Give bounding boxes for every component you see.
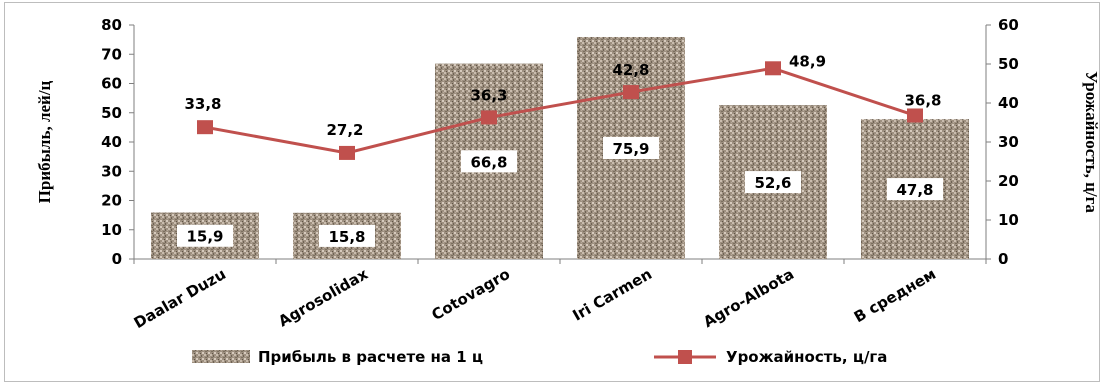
bar-data-label: 47,8 (896, 181, 933, 199)
left-tick-label: 0 (112, 250, 122, 268)
category-label: В среднем (851, 265, 939, 326)
category-label: Iri Carmen (569, 265, 655, 325)
left-tick-label: 20 (101, 192, 122, 210)
line-marker (765, 61, 781, 76)
legend: Прибыль в расчете на 1 ц Урожайность, ц/… (192, 348, 887, 366)
left-tick-label: 60 (101, 75, 122, 93)
line-data-label: 48,9 (789, 52, 826, 70)
bar-label-box (177, 224, 233, 247)
line-marker (907, 108, 923, 123)
line-data-label: 33,8 (184, 95, 221, 113)
right-axis-title: Урожайность, ц/га (1082, 71, 1101, 213)
legend-bar-label: Прибыль в расчете на 1 ц (258, 348, 483, 366)
left-tick-label: 50 (101, 104, 122, 122)
category-label: Cotovagro (429, 265, 513, 324)
left-tick-label: 40 (101, 133, 122, 151)
left-tick-label: 80 (101, 16, 122, 34)
left-axis-title: Прибыль, лей/ц (35, 80, 54, 203)
right-tick-label: 10 (998, 211, 1019, 229)
legend-line-label: Урожайность, ц/га (726, 348, 887, 366)
category-label: Daalar Duzu (131, 265, 229, 332)
bar-data-label: 15,9 (186, 228, 223, 246)
category-label: Agro-Albota (700, 265, 797, 331)
line-data-label: 36,3 (470, 86, 507, 104)
right-tick-label: 0 (998, 250, 1008, 268)
bar-label-box (603, 136, 659, 159)
legend-bar-swatch (192, 350, 250, 363)
bar-data-label: 75,9 (612, 140, 649, 158)
bar-label-box (745, 171, 801, 194)
line-marker (197, 120, 213, 135)
bar-label-box (461, 150, 517, 173)
right-tick-label: 50 (998, 55, 1019, 73)
right-tick-label: 20 (998, 172, 1019, 190)
right-tick-label: 60 (998, 16, 1019, 34)
bar-data-label: 66,8 (470, 153, 507, 171)
left-tick-label: 30 (101, 162, 122, 180)
line-marker (481, 110, 497, 125)
category-label: Agrosolidax (275, 265, 371, 331)
line-marker (339, 145, 355, 160)
right-tick-label: 30 (998, 133, 1019, 151)
left-tick-label: 10 (101, 221, 122, 239)
line-series (204, 66, 916, 155)
bar-label-box (887, 178, 943, 201)
bar-data-label: 52,6 (754, 174, 791, 192)
bar-label-box (319, 224, 375, 247)
bar-data-label: 15,8 (328, 228, 365, 246)
right-tick-label: 40 (998, 94, 1019, 112)
line-data-label: 36,8 (904, 91, 941, 109)
line-marker (623, 85, 639, 100)
line-data-label: 27,2 (326, 121, 363, 139)
left-tick-label: 70 (101, 45, 122, 63)
legend-line-marker (678, 350, 692, 364)
line-data-label: 42,8 (612, 61, 649, 79)
